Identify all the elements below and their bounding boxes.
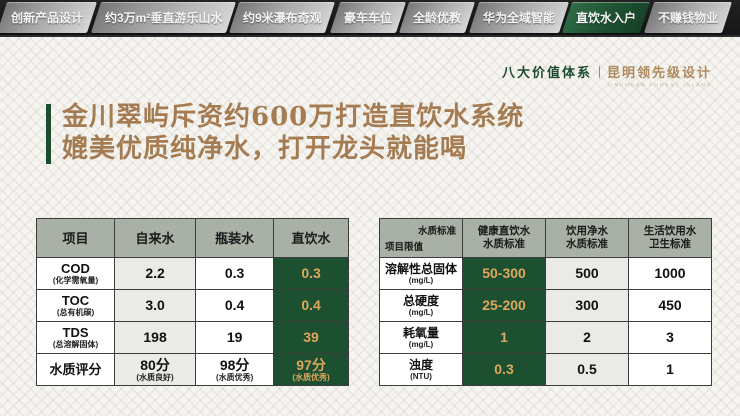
cell-row-label: TOC (总有机碳): [36, 289, 115, 322]
table-row-score: 水质评分 80分 (水质良好) 98分 (水质优秀) 97分 (水质优秀): [36, 353, 349, 386]
brand-block: 八大价值体系 昆明领先级设计 JINCHUAN FOREST ISLAND: [502, 62, 712, 89]
brand-value-system-label: 八大价值体系: [501, 66, 592, 81]
cell-tap-value: 2.2: [113, 257, 197, 290]
cell-row-label: COD (化学需氧量): [36, 257, 115, 290]
tab-all-age-education[interactable]: 全龄优教: [398, 2, 475, 33]
cell-row-label: 耗氧量 (mg/L): [379, 321, 463, 354]
cell-purified-value: 2: [545, 321, 629, 354]
cell-purified-value: 500: [545, 257, 629, 290]
table-row-tds: TDS (总溶解固体) 198 19 39: [36, 321, 349, 354]
tab-nonprofit-property[interactable]: 不赚钱物业: [643, 2, 732, 33]
top-nav-bar: 创新产品设计 约3万m²垂直游乐山水 约9米瀑布奇观 豪车车位 全龄优教 华为全…: [0, 0, 740, 37]
header-purified-standard: 饮用净水 水质标准: [545, 218, 629, 258]
headline-block: 金川翠屿斥资约600万打造直饮水系统 媲美优质纯净水，打开龙头就能喝: [46, 101, 524, 165]
cell-domestic-value: 450: [628, 289, 712, 322]
cell-bottled-value: 0.4: [195, 289, 275, 322]
page-title: 金川翠屿斥资约600万打造直饮水系统 媲美优质纯净水，打开龙头就能喝: [62, 101, 524, 165]
tab-huawei-smart-home[interactable]: 华为全域智能: [468, 2, 569, 33]
tab-label: 豪车车位: [343, 11, 392, 25]
tab-label: 约9米瀑布奇观: [243, 11, 322, 25]
cell-bottled-value: 19: [195, 321, 275, 354]
cell-purified-value: 300: [545, 289, 629, 322]
header-direct-water: 直饮水: [273, 218, 349, 258]
cell-row-label: 浊度 (NTU): [379, 353, 463, 386]
tab-direct-drinking-water[interactable]: 直饮水入户: [561, 2, 650, 33]
header-tap-water: 自来水: [113, 218, 197, 258]
cell-row-label: TDS (总溶解固体): [36, 321, 115, 354]
cell-row-label: 总硬度 (mg/L): [379, 289, 463, 322]
tab-innovative-product-design[interactable]: 创新产品设计: [0, 2, 97, 33]
table-row-hardness: 总硬度 (mg/L) 25-200 300 450: [379, 289, 712, 322]
cell-purified-value: 0.5: [545, 353, 629, 386]
header-bottled-water: 瓶装水: [195, 218, 275, 258]
tab-luxury-parking[interactable]: 豪车车位: [329, 2, 406, 33]
tab-label: 创新产品设计: [10, 11, 83, 25]
headline-line2: 媲美优质纯净水，打开龙头就能喝: [62, 134, 468, 164]
cell-healthy-value: 1: [462, 321, 546, 354]
tab-vertical-amusement-landscape[interactable]: 约3万m²垂直游乐山水: [90, 2, 236, 33]
cell-tap-value: 80分 (水质良好): [113, 353, 197, 386]
header-healthy-direct-standard: 健康直饮水 水质标准: [462, 218, 546, 258]
cell-healthy-value: 50-300: [462, 257, 546, 290]
brand-title-row: 八大价值体系 昆明领先级设计: [502, 62, 712, 81]
cell-direct-value: 39: [273, 321, 349, 354]
table-header-row: 水质标准 项目限值 健康直饮水 水质标准 饮用净水 水质标准 生活饮用水 卫生标…: [379, 218, 712, 258]
tab-label: 直饮水入户: [575, 11, 636, 25]
water-comparison-table: 项目 自来水 瓶装水 直饮水 COD (化学需氧量) 2.2 0.3 0.3 T…: [36, 218, 349, 386]
cell-direct-value: 0.3: [273, 257, 349, 290]
tab-label: 约3万m²垂直游乐山水: [104, 11, 222, 25]
cell-healthy-value: 0.3: [462, 353, 546, 386]
tab-label: 不赚钱物业: [657, 11, 718, 25]
headline-accent-bar: [46, 104, 51, 164]
cell-tap-value: 3.0: [113, 289, 197, 322]
headline-line1: 金川翠屿斥资约600万打造直饮水系统: [62, 102, 525, 132]
tab-label: 华为全域智能: [482, 11, 555, 25]
cell-row-label: 溶解性总固体 (mg/L): [379, 257, 463, 290]
cell-direct-value: 97分 (水质优秀): [273, 353, 349, 386]
tab-waterfall-wonder[interactable]: 约9米瀑布奇观: [229, 2, 336, 33]
tab-label: 全龄优教: [412, 11, 461, 25]
cell-tap-value: 198: [113, 321, 197, 354]
header-item: 项目: [36, 218, 115, 258]
cell-healthy-value: 25-200: [462, 289, 546, 322]
table-row-turbidity: 浊度 (NTU) 0.3 0.5 1: [379, 353, 712, 386]
brand-design-label: 昆明领先级设计: [606, 66, 712, 81]
cell-bottled-value: 0.3: [195, 257, 275, 290]
cell-domestic-value: 1000: [628, 257, 712, 290]
brand-english-subtitle: JINCHUAN FOREST ISLAND: [606, 83, 712, 89]
header-corner-cell: 水质标准 项目限值: [379, 218, 463, 258]
brand-divider: [598, 65, 600, 78]
cell-bottled-value: 98分 (水质优秀): [195, 353, 275, 386]
table-row-cod: COD (化学需氧量) 2.2 0.3 0.3: [36, 257, 349, 290]
table-header-row: 项目 自来水 瓶装水 直饮水: [36, 218, 349, 258]
table-row-toc: TOC (总有机碳) 3.0 0.4 0.4: [36, 289, 349, 322]
table-row-oxygen-consumption: 耗氧量 (mg/L) 1 2 3: [379, 321, 712, 354]
table-row-tds-limit: 溶解性总固体 (mg/L) 50-300 500 1000: [379, 257, 712, 290]
header-domestic-standard: 生活饮用水 卫生标准: [628, 218, 712, 258]
cell-domestic-value: 1: [628, 353, 712, 386]
cell-direct-value: 0.4: [273, 289, 349, 322]
water-standards-table: 水质标准 项目限值 健康直饮水 水质标准 饮用净水 水质标准 生活饮用水 卫生标…: [379, 218, 712, 386]
cell-domestic-value: 3: [628, 321, 712, 354]
cell-row-label: 水质评分: [36, 353, 115, 386]
